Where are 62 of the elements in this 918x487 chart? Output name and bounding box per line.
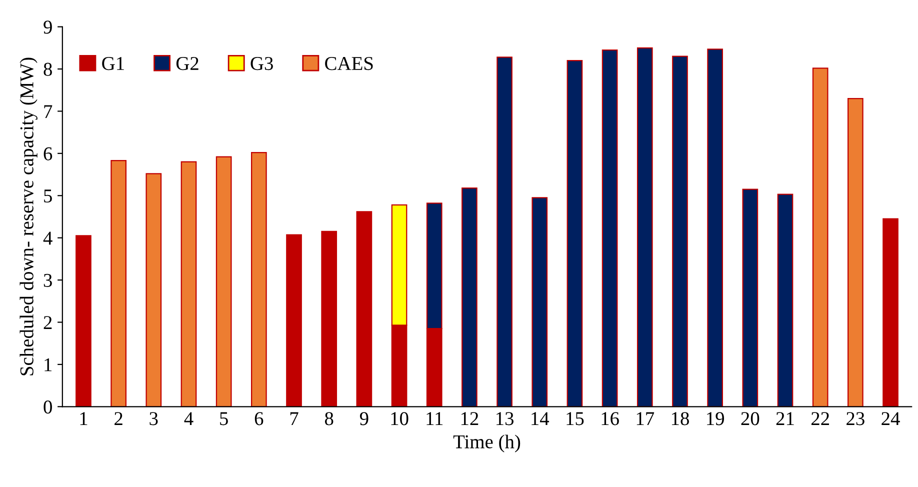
bar — [882, 218, 898, 407]
bar — [707, 48, 723, 407]
bar — [110, 160, 126, 407]
x-tick-label: 23 — [846, 412, 864, 426]
y-tick-label: 7 — [44, 105, 52, 118]
y-tick-label: 4 — [43, 232, 52, 245]
x-tick-label: 5 — [220, 412, 228, 426]
y-tick-label: 5 — [44, 190, 52, 203]
bar — [532, 197, 548, 407]
x-tick-label: 24 — [882, 412, 900, 425]
bar — [462, 187, 478, 407]
y-tick-label: 6 — [44, 147, 52, 160]
x-tick-label: 13 — [496, 412, 514, 426]
y-tick-label: 0 — [44, 400, 52, 414]
bar — [672, 56, 688, 407]
x-tick-label: 21 — [776, 412, 794, 425]
x-tick-label: 11 — [426, 412, 443, 425]
bar — [777, 194, 794, 407]
legend-label: CAES — [325, 57, 373, 70]
bar — [180, 161, 197, 407]
bar — [321, 230, 338, 407]
x-tick-label: 6 — [254, 412, 264, 426]
x-tick-label: 14 — [532, 412, 550, 425]
x-axis-title: Time (h) — [453, 434, 520, 452]
bar — [742, 188, 758, 407]
bar — [251, 152, 267, 407]
x-tick-label: 1 — [80, 412, 88, 425]
x-tick-label: 3 — [150, 412, 158, 426]
y-axis-title: Scheduled down- reserve capacity (MW) — [20, 58, 38, 376]
x-tick-label: 19 — [707, 412, 724, 426]
bar — [146, 173, 162, 407]
x-tick-label: 8 — [324, 412, 334, 426]
x-tick-label: 7 — [290, 412, 298, 425]
x-tick-label: 16 — [602, 412, 619, 426]
bar — [356, 211, 372, 407]
bar — [636, 47, 653, 407]
bar — [216, 156, 232, 407]
y-tick-label: 1 — [44, 358, 52, 372]
legend-label: G2 — [176, 57, 198, 70]
legend-label: G1 — [102, 57, 124, 70]
x-tick-label: 20 — [741, 412, 760, 426]
y-tick-label: 2 — [44, 316, 52, 329]
bar — [812, 68, 828, 407]
x-tick-label: 9 — [360, 412, 368, 426]
bar — [566, 60, 583, 407]
legend-label: G3 — [250, 57, 273, 70]
y-tick-label: 3 — [44, 274, 52, 287]
bar — [848, 98, 864, 407]
bar — [602, 49, 618, 407]
x-tick-label: 2 — [114, 412, 122, 425]
x-tick-label: 22 — [811, 412, 829, 425]
x-tick-label: 18 — [672, 412, 689, 426]
bar — [76, 235, 92, 407]
bar — [496, 56, 512, 407]
x-tick-label: 15 — [566, 412, 584, 426]
x-tick-label: 12 — [461, 412, 478, 425]
y-tick-label: 9 — [44, 20, 52, 34]
x-tick-label: 17 — [636, 412, 654, 425]
bar — [286, 234, 302, 407]
x-tick-label: 10 — [391, 412, 408, 426]
x-tick-label: 4 — [184, 412, 194, 425]
y-tick-label: 8 — [44, 62, 52, 76]
